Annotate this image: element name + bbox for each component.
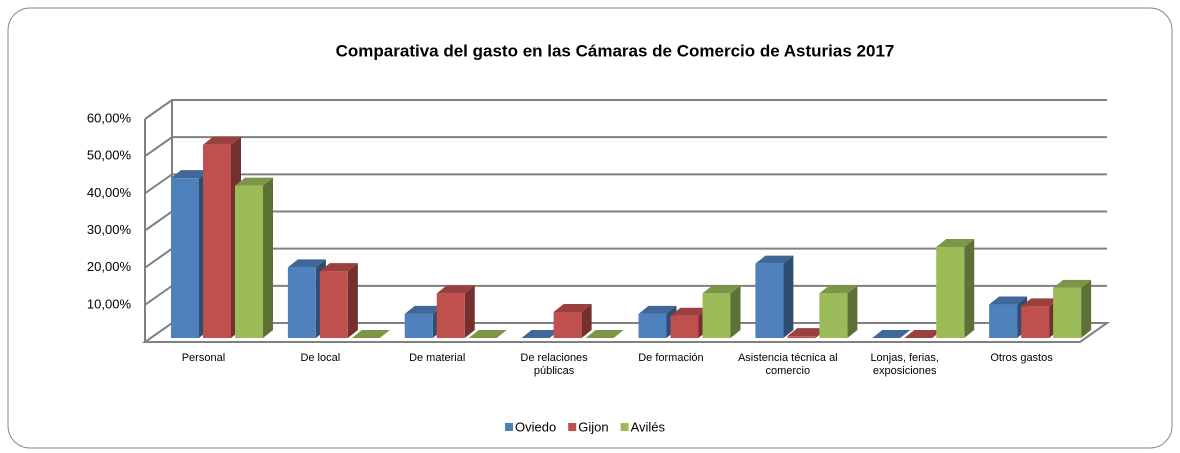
x-tick-label: Personal [181, 352, 226, 364]
bar-top [351, 330, 390, 338]
bar [989, 304, 1018, 338]
bar-side [347, 263, 358, 338]
bar-top [819, 285, 858, 294]
x-tick-label: De formación [638, 352, 704, 364]
bar-top [436, 285, 475, 294]
x-tick-label: Asistencia técnica al comercio [737, 352, 838, 377]
bar-side [847, 285, 858, 338]
bar-side [1081, 279, 1092, 338]
bar-side [464, 285, 475, 338]
bar-side [263, 177, 273, 338]
bar-top [936, 238, 975, 247]
bar-top [235, 177, 273, 186]
bar-side [783, 255, 794, 338]
grid-line [144, 136, 1107, 157]
y-tick-label: 10,00% [87, 296, 132, 311]
bar [936, 246, 965, 338]
bar [203, 144, 231, 338]
bar-top [553, 303, 592, 312]
bar-top [404, 305, 443, 314]
bar-top [755, 255, 794, 264]
x-tick-label: Lonjas, ferias, exposiciones [870, 352, 939, 377]
bar-side [581, 303, 592, 338]
bar [404, 313, 433, 338]
bar [787, 336, 816, 338]
bar-top [787, 328, 826, 337]
bar [1053, 287, 1082, 338]
floor [141, 322, 1111, 343]
x-tick-label: Otros gastos [990, 352, 1053, 364]
bar [235, 185, 263, 338]
bar-side [730, 285, 741, 338]
bar-top [319, 263, 358, 272]
bar [670, 315, 699, 338]
bar [436, 293, 465, 338]
grid-line [144, 173, 1107, 195]
legend-swatch [568, 423, 577, 431]
bar-top [638, 305, 677, 314]
bar [819, 293, 848, 338]
bar-top [287, 259, 326, 268]
bar-top [203, 136, 241, 145]
bar-top [702, 285, 741, 294]
y-tick-label: 30,00% [87, 222, 132, 237]
x-tick-label: De relaciones públicas [520, 352, 588, 377]
bar-top [1053, 279, 1092, 288]
y-tick-label: 50,00% [87, 148, 132, 163]
x-tick-label: De local [300, 352, 341, 364]
bar [755, 263, 784, 338]
bar [319, 271, 348, 338]
chart-title: Comparativa del gasto en las Cámaras de … [336, 41, 895, 60]
grid-line [144, 99, 1107, 120]
legend-label: Gijon [578, 419, 608, 434]
bar-top [585, 330, 624, 338]
legend-label: Avilés [631, 419, 666, 434]
y-tick-label: 20,00% [87, 259, 132, 274]
bar-side [964, 238, 975, 338]
bar [287, 267, 316, 338]
y-tick-label: 60,00% [87, 110, 132, 125]
legend-swatch [620, 423, 629, 431]
bar-top [171, 170, 209, 179]
bar-top [670, 307, 709, 316]
bar [702, 293, 731, 338]
bar [638, 313, 667, 338]
bar-top [1021, 298, 1060, 307]
bar-top [904, 330, 943, 338]
x-tick-label: De material [409, 352, 466, 364]
bar [1021, 306, 1050, 338]
bar [553, 311, 582, 338]
y-tick-label: 40,00% [87, 185, 132, 200]
legend-swatch [505, 423, 513, 431]
legend-label: Oviedo [515, 419, 556, 434]
bar [171, 178, 199, 338]
bar-top [468, 330, 507, 338]
bar-top [521, 330, 560, 338]
bar-top [989, 296, 1028, 305]
bar-top [872, 330, 911, 338]
